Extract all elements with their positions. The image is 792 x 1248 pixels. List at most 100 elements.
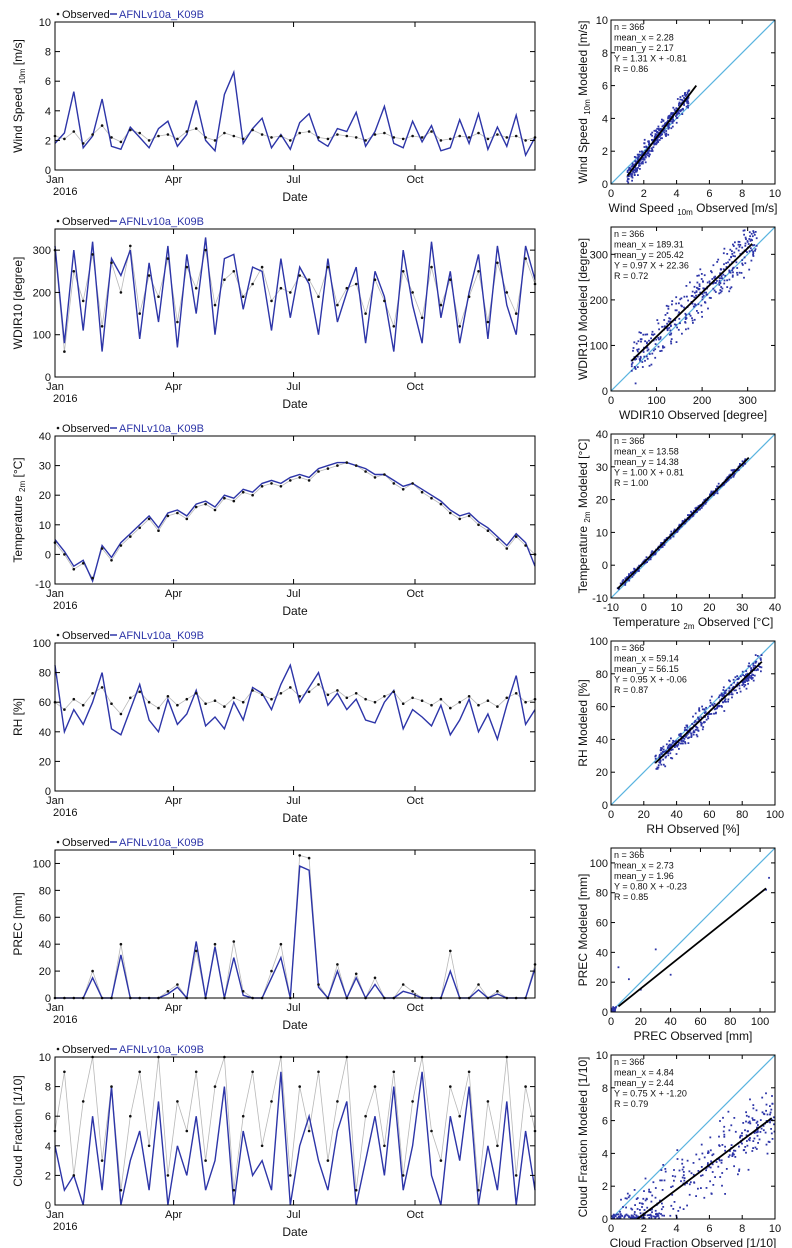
y-tick-label: 100 bbox=[590, 858, 608, 870]
scatter-point bbox=[659, 1199, 661, 1202]
plot-frame bbox=[610, 640, 776, 806]
observed-point bbox=[354, 136, 358, 139]
scatter-point bbox=[658, 756, 661, 758]
scatter-point bbox=[631, 162, 634, 165]
scatter-point bbox=[687, 100, 689, 103]
stats-line: Y = 0.80 X + -0.23 bbox=[614, 882, 687, 892]
scatter-point bbox=[655, 768, 658, 770]
observed-point bbox=[373, 278, 377, 281]
scatter-point bbox=[762, 1129, 765, 1132]
scatter-point bbox=[685, 736, 687, 738]
scatter-point bbox=[697, 508, 700, 511]
scatter-point bbox=[669, 536, 672, 539]
scatter-point bbox=[727, 261, 729, 264]
scatter-point bbox=[728, 1129, 731, 1132]
scatter-point bbox=[694, 304, 697, 306]
scatter-point bbox=[639, 358, 641, 361]
observed-point bbox=[72, 270, 76, 273]
scatter-point bbox=[733, 689, 736, 692]
observed-point bbox=[345, 134, 349, 138]
observed-point bbox=[496, 538, 499, 541]
scatter-point bbox=[673, 323, 676, 326]
scatter-point bbox=[745, 1111, 747, 1114]
scatter-point bbox=[655, 138, 658, 141]
scatter-point bbox=[689, 516, 692, 519]
scatter-point bbox=[678, 101, 681, 104]
scatter-point bbox=[773, 1123, 775, 1126]
y-axis-label-unit: [°C] bbox=[11, 457, 25, 480]
scatter-point bbox=[642, 351, 645, 353]
scatter-point bbox=[665, 134, 667, 136]
scatter-point bbox=[667, 754, 670, 757]
observed-point bbox=[420, 316, 424, 320]
scatter-point bbox=[686, 102, 689, 104]
scatter-point bbox=[754, 665, 756, 667]
y-axis-label-sub: 10m bbox=[18, 68, 27, 84]
scatter-point bbox=[693, 285, 696, 288]
legend-observed-label: Observed bbox=[62, 1044, 110, 1056]
scatter-point bbox=[617, 966, 620, 969]
observed-point bbox=[194, 127, 198, 130]
observed-point bbox=[458, 325, 462, 328]
scatter-point bbox=[622, 579, 625, 581]
x-tick-label: 0 bbox=[608, 188, 614, 200]
scatter-point bbox=[674, 319, 677, 322]
plot-area bbox=[611, 641, 775, 805]
observed-point bbox=[232, 1188, 236, 1192]
scatter-point bbox=[742, 683, 745, 686]
scatter-point bbox=[715, 1161, 718, 1163]
observed-point bbox=[505, 136, 509, 139]
scatter-point bbox=[750, 668, 753, 671]
y-tick-label: 60 bbox=[39, 912, 51, 924]
scatter-point bbox=[647, 140, 650, 143]
scatter-point bbox=[747, 679, 750, 682]
scatter-point bbox=[633, 172, 636, 174]
scatter-point bbox=[658, 129, 661, 132]
scatter-point bbox=[731, 1154, 734, 1156]
scatter-point bbox=[708, 1165, 710, 1168]
scatter-point bbox=[680, 732, 682, 735]
stats-line: n = 366 bbox=[614, 1057, 644, 1067]
x-tick-label: Apr bbox=[165, 588, 182, 600]
scatter-point bbox=[662, 745, 665, 748]
scatter-point bbox=[697, 312, 700, 314]
scatter-point bbox=[771, 1102, 774, 1105]
scatter-point bbox=[746, 1144, 749, 1147]
x-tick-label: 6 bbox=[706, 1223, 712, 1235]
scatter-point bbox=[742, 229, 745, 232]
scatter-point bbox=[659, 760, 662, 763]
scatter-point bbox=[683, 729, 686, 731]
y-tick-label: 80 bbox=[596, 669, 608, 681]
scatter-point bbox=[681, 332, 683, 335]
scatter-point bbox=[738, 271, 741, 274]
scatter-point bbox=[660, 542, 662, 544]
observed-point bbox=[138, 1070, 141, 1074]
scatter-point bbox=[738, 1168, 741, 1171]
scatter-point bbox=[636, 160, 638, 163]
scatter-point bbox=[674, 109, 677, 112]
observed-point bbox=[477, 1188, 480, 1192]
y-tick-label: 0 bbox=[45, 786, 51, 798]
scatter-point bbox=[632, 1215, 635, 1218]
scatter-point bbox=[753, 1119, 756, 1121]
scatter-point bbox=[675, 121, 678, 124]
x-tick-label: 200 bbox=[693, 395, 711, 407]
stats-line: mean_x = 59.14 bbox=[614, 654, 679, 664]
scatter-point bbox=[720, 286, 723, 288]
scatter-point bbox=[659, 336, 662, 338]
x-axis-label-main: Cloud Fraction bbox=[610, 1236, 691, 1248]
one-to-one-line bbox=[611, 1055, 775, 1219]
y-axis-label-sub: 2m bbox=[18, 480, 27, 491]
scatter-point bbox=[734, 255, 736, 258]
scatter-point bbox=[695, 733, 698, 736]
scatter-point bbox=[636, 366, 639, 368]
scatter-point bbox=[689, 281, 691, 284]
y-axis-label-sub: 2m bbox=[583, 511, 592, 522]
scatter-point bbox=[643, 1217, 646, 1219]
scatter-point bbox=[677, 1210, 680, 1212]
scatter-point bbox=[633, 1213, 636, 1216]
y-tick-label: 0 bbox=[602, 386, 608, 398]
scatter-point bbox=[750, 232, 753, 235]
